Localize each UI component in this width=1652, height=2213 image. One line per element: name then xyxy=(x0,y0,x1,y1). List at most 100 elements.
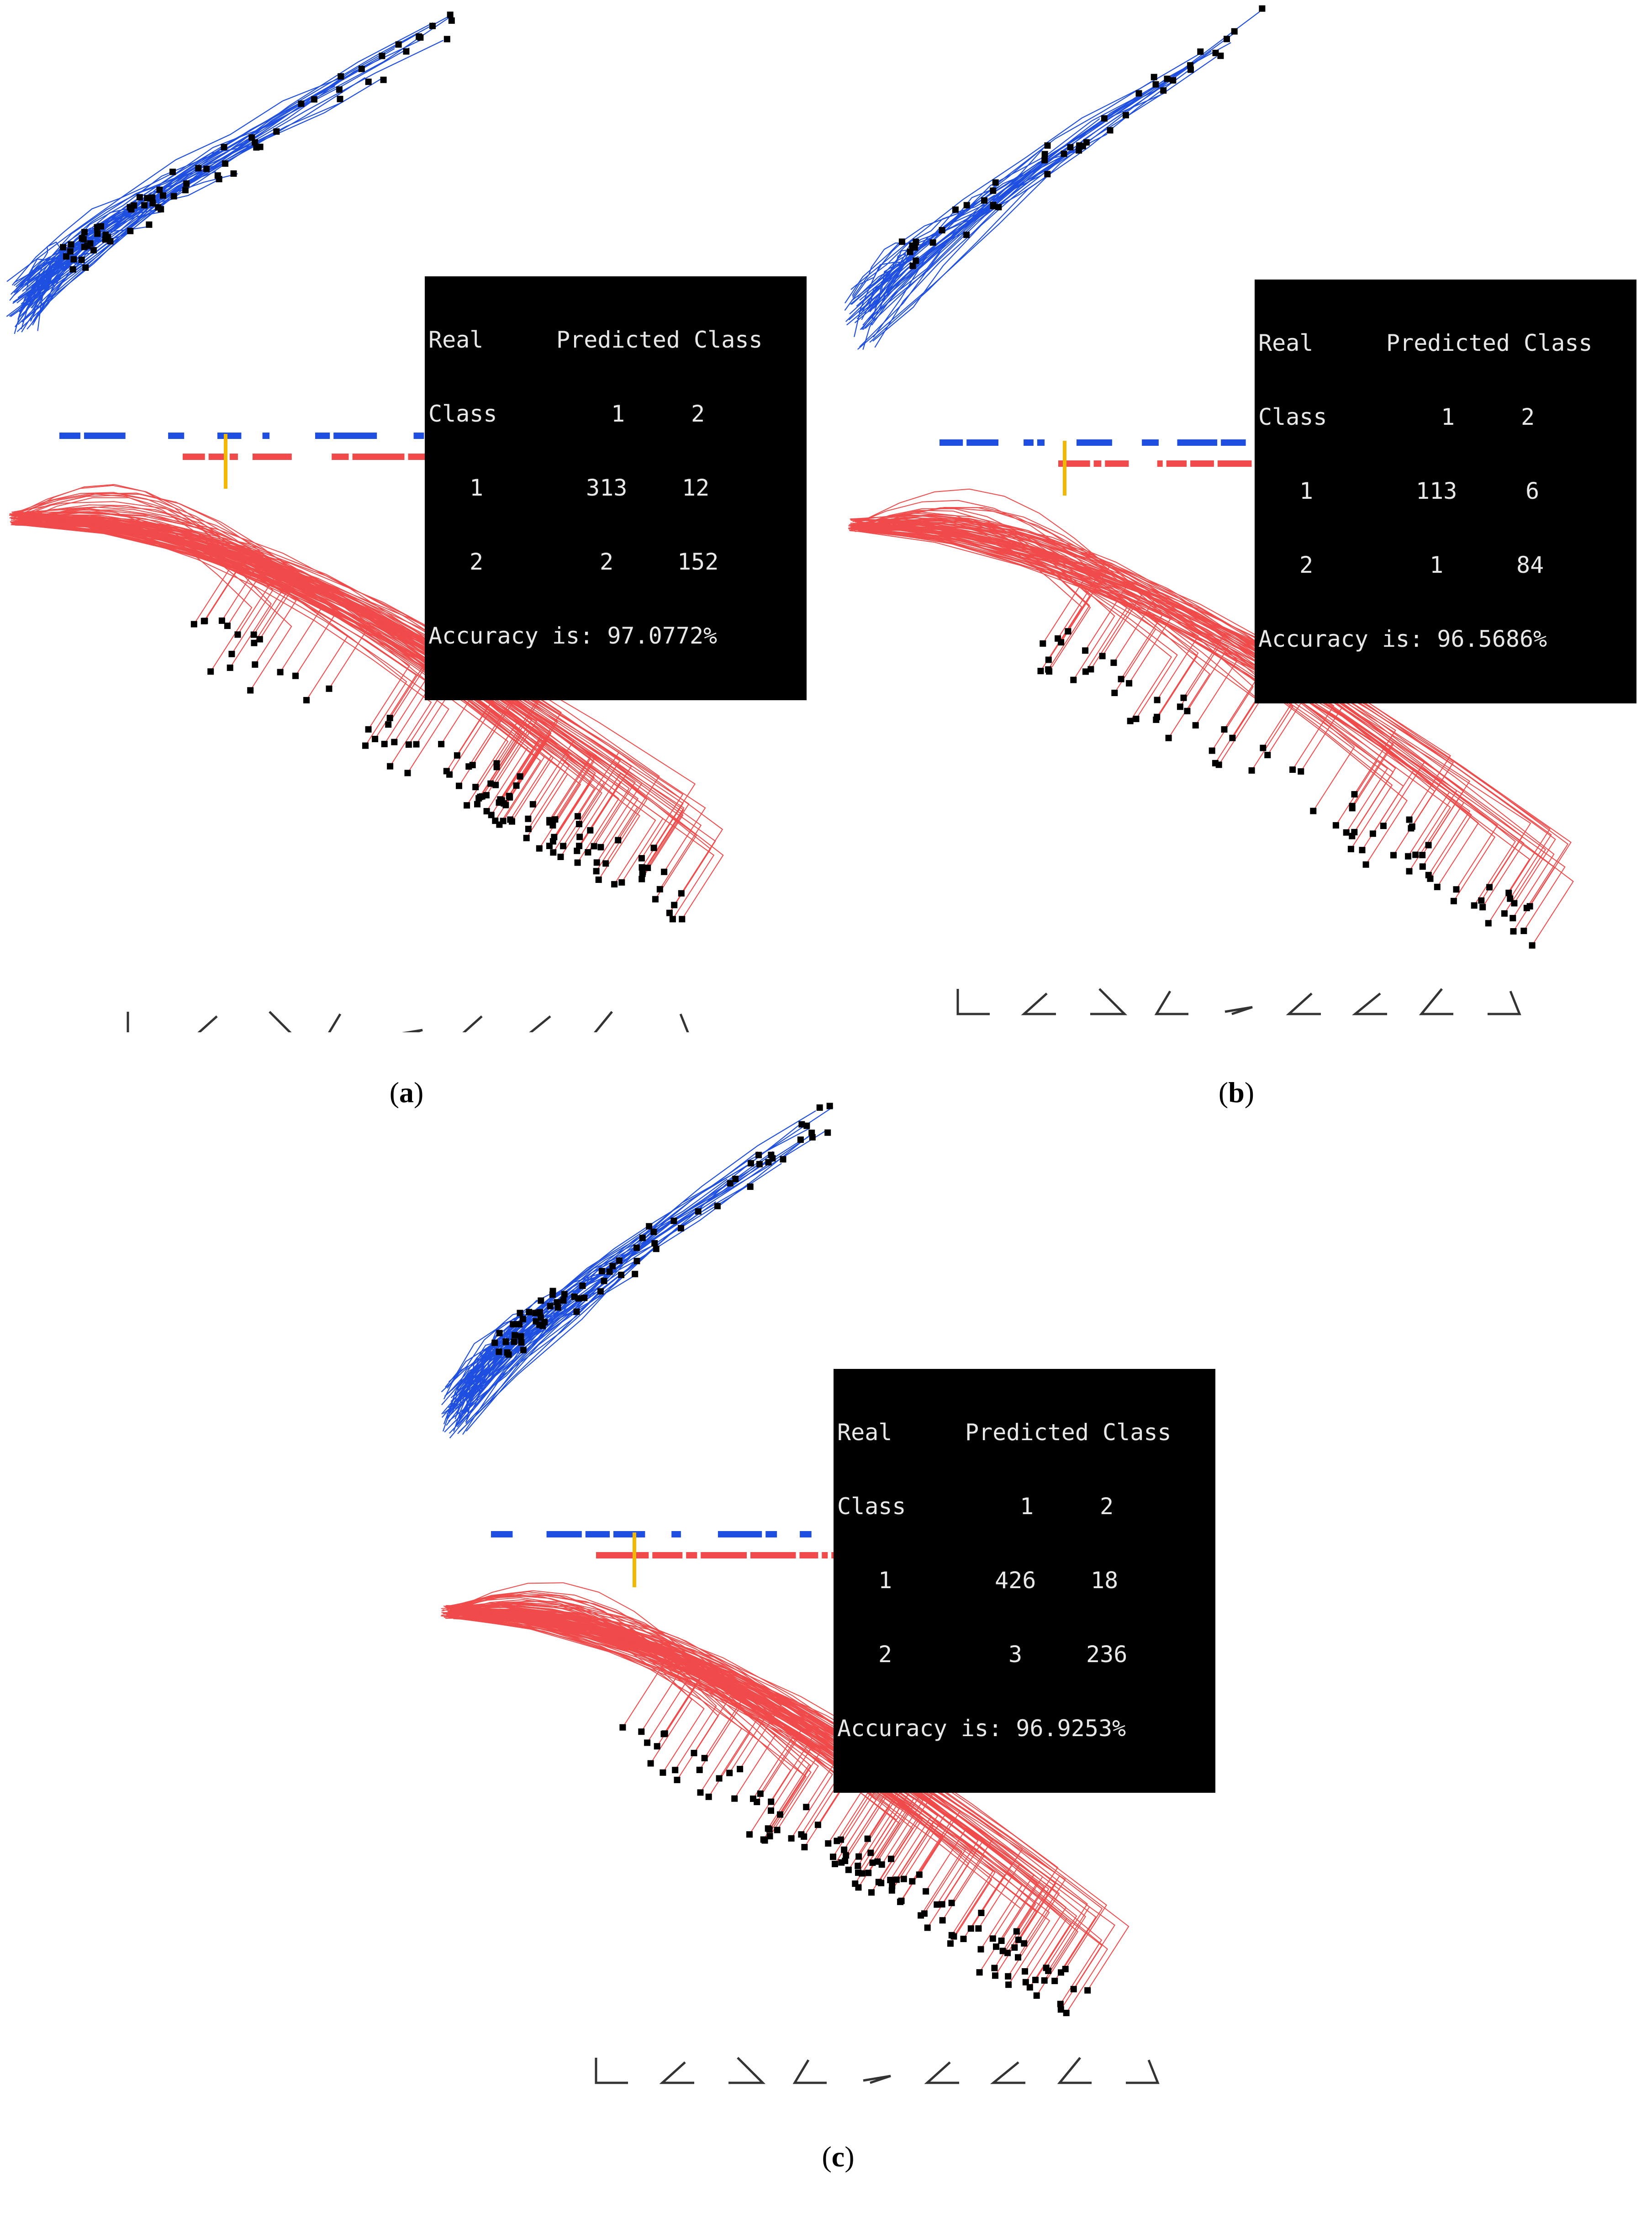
endpoint-square xyxy=(496,1348,502,1355)
endpoint-square xyxy=(1510,928,1517,935)
endpoint-square xyxy=(78,256,85,263)
panel-a-plot xyxy=(6,11,724,1032)
class2-projection xyxy=(208,454,226,460)
cm-r1-c1: 426 xyxy=(995,1567,1036,1594)
endpoint-square xyxy=(598,1268,605,1274)
endpoint-square xyxy=(714,1203,721,1209)
endpoint-square xyxy=(867,1849,874,1856)
class2-line xyxy=(849,524,1425,826)
endpoint-square xyxy=(1501,910,1508,917)
cm-r1-c2: 12 xyxy=(682,475,710,501)
endpoint-square xyxy=(201,618,208,624)
endpoint-square xyxy=(1289,766,1296,773)
class1-projection xyxy=(315,433,330,439)
endpoint-square xyxy=(337,95,343,102)
endpoint-square xyxy=(1224,36,1230,42)
class1-projection xyxy=(1077,439,1112,446)
endpoint-square xyxy=(639,864,645,871)
endpoint-square xyxy=(1209,747,1215,754)
endpoint-square xyxy=(326,685,333,692)
endpoint-square xyxy=(1045,666,1052,673)
endpoint-square xyxy=(1509,915,1516,922)
endpoint-square xyxy=(156,186,163,193)
endpoint-square xyxy=(107,238,114,245)
class2-projection xyxy=(1190,460,1214,467)
endpoint-square xyxy=(768,1807,774,1814)
endpoint-square xyxy=(429,22,436,29)
endpoint-square xyxy=(606,1268,613,1275)
endpoint-square xyxy=(1523,904,1530,911)
endpoint-square xyxy=(149,194,156,201)
class1-line xyxy=(10,39,421,317)
endpoint-square xyxy=(674,1776,681,1783)
class2-polylines xyxy=(848,488,1574,946)
cm-accuracy: Accuracy is: 96.9253% xyxy=(837,1715,1126,1742)
endpoint-square xyxy=(814,1822,821,1828)
endpoint-square xyxy=(1005,1981,1012,1988)
endpoint-square xyxy=(1369,830,1376,837)
class2-line xyxy=(22,514,570,819)
endpoint-square xyxy=(183,180,190,187)
endpoint-square xyxy=(447,11,454,18)
endpoint-square xyxy=(1332,822,1339,829)
endpoint-square xyxy=(967,1925,974,1932)
class2-line xyxy=(11,501,371,689)
endpoint-square xyxy=(1390,852,1397,859)
endpoint-square xyxy=(405,741,412,748)
endpoint-square xyxy=(253,144,260,151)
endpoint-square xyxy=(438,741,445,748)
endpoint-square xyxy=(1087,666,1094,673)
endpoint-square xyxy=(1450,898,1457,904)
endpoint-square xyxy=(554,1304,561,1311)
endpoint-square xyxy=(701,1755,708,1762)
endpoint-square xyxy=(523,834,530,841)
endpoint-square xyxy=(1434,883,1441,890)
endpoint-square xyxy=(1026,1984,1033,1991)
endpoint-square xyxy=(990,187,997,194)
endpoint-square xyxy=(1529,942,1536,949)
cm-header-left: Real xyxy=(837,1419,892,1446)
endpoint-square xyxy=(647,1760,654,1767)
class2-line xyxy=(26,519,684,880)
endpoint-square xyxy=(70,256,77,263)
class2-line xyxy=(449,1609,802,1794)
endpoint-square xyxy=(639,1235,646,1241)
endpoint-square xyxy=(1298,768,1304,775)
endpoint-square xyxy=(472,784,479,791)
endpoint-square xyxy=(1425,842,1432,849)
class2-line xyxy=(850,500,1103,643)
endpoint-square xyxy=(855,1863,861,1869)
class2-line xyxy=(22,518,621,824)
endpoint-square xyxy=(1359,847,1366,854)
class1-projection xyxy=(84,433,126,439)
endpoint-square xyxy=(84,243,91,249)
endpoint-square xyxy=(652,896,659,903)
class2-line xyxy=(14,515,591,823)
endpoint-square xyxy=(992,1972,998,1979)
endpoint-square xyxy=(632,1271,639,1278)
endpoint-square xyxy=(585,849,591,856)
cm-accuracy: Accuracy is: 96.5686% xyxy=(1258,626,1547,652)
confusion-matrix-a: Real Predicted Class Class 1 2 1 313 12 2 2 152… xyxy=(425,276,807,700)
cm-r2-label: 2 xyxy=(878,1641,892,1668)
endpoint-square xyxy=(825,1840,832,1847)
endpoint-square xyxy=(547,1303,554,1310)
endpoint-square xyxy=(1351,791,1358,798)
endpoint-square xyxy=(144,195,151,201)
endpoint-square xyxy=(365,79,372,85)
class1-line xyxy=(862,253,907,350)
angle-glyph xyxy=(127,1012,129,1032)
endpoint-square xyxy=(638,855,645,861)
endpoint-square xyxy=(1192,722,1199,729)
endpoint-square xyxy=(897,1898,904,1905)
endpoint-square xyxy=(525,825,532,832)
cm-r1-c1: 313 xyxy=(586,475,628,501)
class2-line xyxy=(452,1606,1013,1929)
class1-projection xyxy=(413,433,424,439)
panel-a: Real Predicted Class Class 1 2 1 313 12 2 2 152… xyxy=(0,0,822,1124)
endpoint-square xyxy=(1040,640,1046,647)
class1-line xyxy=(37,249,72,331)
endpoint-square xyxy=(1057,2001,1064,2007)
endpoint-square xyxy=(391,739,398,745)
class2-line xyxy=(450,1590,741,1770)
